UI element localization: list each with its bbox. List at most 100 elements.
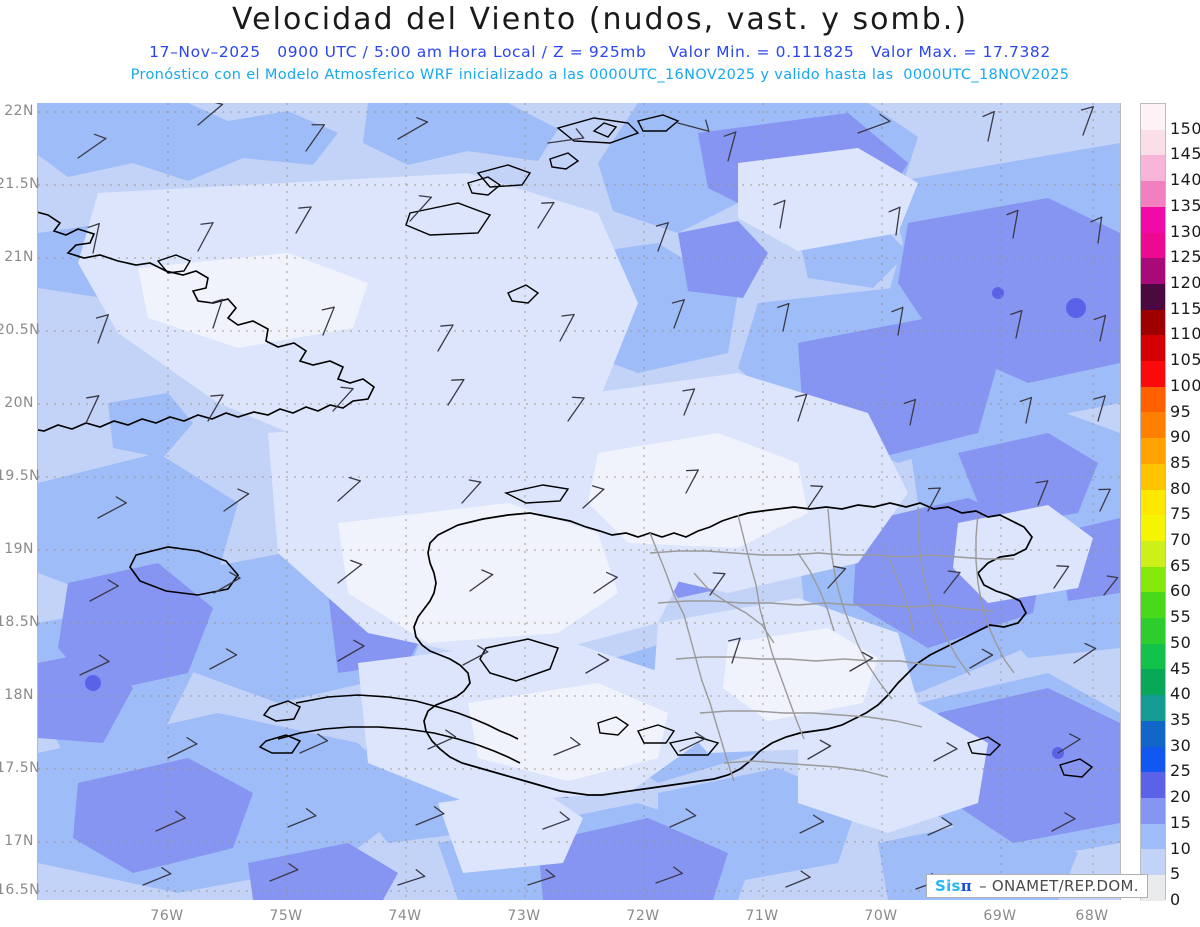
colorbar-tick-label: 120 (1170, 272, 1200, 292)
colorbar-tick-label: 135 (1170, 195, 1200, 215)
longitude-tick-label: 73W (507, 908, 541, 924)
colorbar-tick-label: 145 (1170, 144, 1200, 164)
wind-speed-map[interactable] (37, 103, 1121, 900)
coastline-haiti-peninsula (277, 694, 521, 764)
coastline-tortuga (503, 484, 570, 504)
colorbar[interactable] (1140, 103, 1166, 901)
latitude-tick-label: 21N (4, 249, 34, 265)
colorbar-tick-label: 100 (1170, 375, 1200, 395)
longitude-tick-label: 75W (269, 908, 303, 924)
colorbar-tick-label: 40 (1170, 684, 1192, 704)
longitude-tick-label: 72W (626, 908, 660, 924)
colorbar-band (1141, 129, 1165, 156)
latitude-tick-label: 22N (4, 103, 34, 119)
colorbar-band (1141, 463, 1165, 490)
colorbar-tick-label: 140 (1170, 170, 1200, 190)
colorbar-band (1141, 335, 1165, 362)
colorbar-band (1141, 643, 1165, 670)
colorbar-band (1141, 412, 1165, 439)
shading-band-0-5 (138, 253, 878, 781)
colorbar-band (1141, 489, 1165, 516)
colorbar-tick-label: 20 (1170, 787, 1192, 807)
colorbar-tick-label: 65 (1170, 555, 1192, 575)
colorbar-tick-label: 45 (1170, 658, 1192, 678)
latitude-tick-label: 18N (4, 687, 34, 703)
colorbar-band (1141, 797, 1165, 824)
colorbar-tick-label: 80 (1170, 478, 1192, 498)
colorbar-tick-label: 30 (1170, 735, 1192, 755)
model-info-line: Pronóstico con el Modelo Atmosferico WRF… (130, 67, 1070, 83)
latitude-tick-label: 17.5N (0, 760, 41, 776)
colorbar-band (1141, 155, 1165, 182)
colorbar-tick-label: 115 (1170, 298, 1200, 318)
coastline-gonave (479, 638, 559, 682)
latitude-tick-label: 16.5N (0, 882, 41, 898)
wind-barb-field (77, 103, 1119, 890)
coastline-cuba (38, 211, 376, 432)
colorbar-band (1141, 258, 1165, 284)
latitude-tick-label: 19N (4, 541, 34, 557)
colorbar-band (1141, 361, 1165, 387)
colorbar-tick-label: 130 (1170, 221, 1200, 241)
colorbar-band (1141, 309, 1165, 336)
coastline-bahamas (405, 114, 680, 236)
colorbar-tick-label: 105 (1170, 350, 1200, 370)
forecast-metadata-line: 17–Nov–2025 0900 UTC / 5:00 am Hora Loca… (149, 43, 1051, 61)
colorbar-band (1141, 104, 1165, 130)
longitude-tick-label: 74W (388, 908, 422, 924)
colorbar-tick-label: 90 (1170, 427, 1192, 447)
coastline-haiti-sw (258, 700, 302, 754)
colorbar-band (1141, 772, 1165, 798)
colorbar-band (1141, 823, 1165, 850)
colorbar-band (1141, 386, 1165, 413)
logo-brand-prefix: Sis (935, 877, 961, 895)
colorbar-band (1141, 746, 1165, 773)
coastline-small-islands (507, 284, 1094, 778)
colorbar-tick-label: 95 (1170, 401, 1192, 421)
colorbar-tick-label: 60 (1170, 581, 1192, 601)
colorbar-band (1141, 206, 1165, 233)
colorbar-tick-label: 75 (1170, 504, 1192, 524)
latitude-tick-label: 17N (4, 833, 34, 849)
page-title: Velocidad del Viento (nudos, vast. y som… (231, 2, 969, 37)
map-gridlines (38, 103, 1120, 900)
provider-logo: Sis π – ONAMET/REP.DOM. (926, 874, 1148, 898)
colorbar-tick-label: 35 (1170, 710, 1192, 730)
colorbar-band (1141, 592, 1165, 619)
latitude-tick-label: 19.5N (0, 468, 41, 484)
colorbar-band (1141, 232, 1165, 259)
logo-brand-suffix: π (960, 877, 973, 895)
colorbar-tick-label: 70 (1170, 530, 1192, 550)
logo-org: – ONAMET/REP.DOM. (979, 877, 1139, 895)
colorbar-tick-label: 50 (1170, 632, 1192, 652)
colorbar-tick-label: 10 (1170, 838, 1192, 858)
colorbar-band (1141, 669, 1165, 696)
colorbar-band (1141, 720, 1165, 747)
province-borders-dominican-republic (649, 507, 1015, 782)
colorbar-band (1141, 849, 1165, 876)
colorbar-band (1141, 540, 1165, 567)
longitude-tick-label: 68W (1075, 908, 1109, 924)
longitude-tick-label: 70W (864, 908, 898, 924)
colorbar-tick-label: 5 (1170, 864, 1181, 884)
colorbar-tick-label: 15 (1170, 812, 1192, 832)
map-canvas (38, 103, 1120, 900)
colorbar-tick-label: 125 (1170, 247, 1200, 267)
coastline-cuba-detail (156, 254, 192, 274)
coastline-jamaica (129, 546, 240, 596)
longitude-tick-label: 69W (983, 908, 1017, 924)
colorbar-band (1141, 566, 1165, 593)
colorbar-tick-label: 55 (1170, 607, 1192, 627)
colorbar-band (1141, 181, 1165, 207)
coastline-hispaniola (413, 502, 1034, 796)
colorbar-tick-label: 0 (1170, 890, 1181, 909)
colorbar-tick-label: 85 (1170, 452, 1192, 472)
colorbar-tick-label: 110 (1170, 324, 1200, 344)
latitude-tick-label: 20.5N (0, 322, 41, 338)
latitude-tick-label: 18.5N (0, 614, 41, 630)
colorbar-band (1141, 515, 1165, 541)
colorbar-tick-label: 150 (1170, 118, 1200, 138)
colorbar-band (1141, 438, 1165, 464)
colorbar-tick-label: 25 (1170, 761, 1192, 781)
colorbar-band (1141, 695, 1165, 721)
